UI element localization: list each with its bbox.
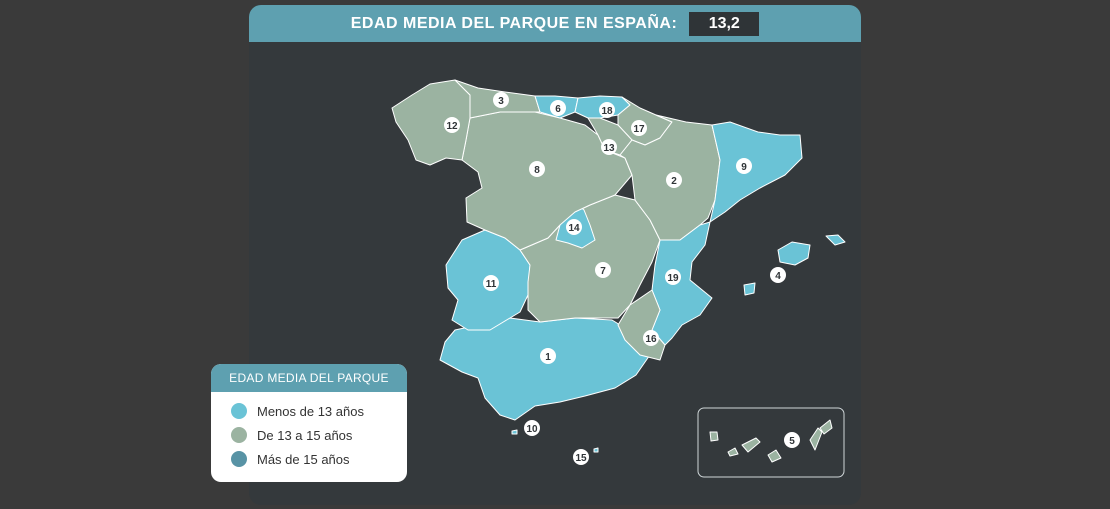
marker-14[interactable]: 14 [566, 219, 582, 235]
legend-swatch-13-15 [231, 427, 247, 443]
marker-16[interactable]: 16 [643, 330, 659, 346]
marker-7-label: 7 [600, 266, 606, 277]
legend-label: Menos de 13 años [257, 403, 364, 419]
marker-12-label: 12 [446, 121, 458, 132]
region-4-shape[interactable] [743, 234, 846, 296]
marker-15[interactable]: 15 [573, 449, 589, 465]
legend-item-13-15: De 13 a 15 años [231, 423, 407, 447]
legend-label: Más de 15 años [257, 451, 350, 467]
region-8-shape[interactable] [461, 111, 633, 251]
marker-12[interactable]: 12 [444, 117, 460, 133]
header-bar: EDAD MEDIA DEL PARQUE EN ESPAÑA: 13,2 [249, 5, 861, 42]
marker-13[interactable]: 13 [601, 139, 617, 155]
marker-6[interactable]: 6 [550, 100, 566, 116]
marker-4-label: 4 [775, 271, 781, 282]
marker-11[interactable]: 11 [483, 275, 499, 291]
marker-1[interactable]: 1 [540, 348, 556, 364]
region-10-shape[interactable] [511, 429, 518, 435]
marker-14-label: 14 [568, 223, 580, 234]
legend-swatch-mas-15 [231, 451, 247, 467]
marker-6-label: 6 [555, 104, 561, 115]
region-9-shape[interactable] [709, 121, 803, 223]
marker-9[interactable]: 9 [736, 158, 752, 174]
legend-swatch-menos-13 [231, 403, 247, 419]
marker-19-label: 19 [667, 273, 679, 284]
marker-5[interactable]: 5 [784, 432, 800, 448]
region-12-shape[interactable] [391, 79, 471, 166]
marker-19[interactable]: 19 [665, 269, 681, 285]
legend-title: EDAD MEDIA DEL PARQUE [211, 364, 407, 392]
marker-5-label: 5 [789, 436, 795, 447]
legend-item-menos-13: Menos de 13 años [231, 399, 407, 423]
marker-4[interactable]: 4 [770, 267, 786, 283]
marker-2[interactable]: 2 [666, 172, 682, 188]
region-1-shape[interactable] [439, 317, 653, 421]
marker-2-label: 2 [671, 176, 677, 187]
marker-3[interactable]: 3 [493, 92, 509, 108]
region-markers: 1 2 3 4 5 6 7 8 9 10 11 12 13 14 15 16 1… [444, 92, 800, 465]
national-average-value: 13,2 [689, 11, 760, 36]
marker-15-label: 15 [575, 453, 587, 464]
region-5-shape[interactable] [709, 419, 833, 463]
region-19-shape[interactable] [651, 221, 713, 346]
marker-17-label: 17 [633, 124, 645, 135]
marker-10-label: 10 [526, 424, 538, 435]
marker-3-label: 3 [498, 96, 504, 107]
marker-18[interactable]: 18 [599, 102, 615, 118]
legend: EDAD MEDIA DEL PARQUE Menos de 13 años D… [211, 364, 407, 482]
marker-8[interactable]: 8 [529, 161, 545, 177]
marker-7[interactable]: 7 [595, 262, 611, 278]
legend-item-mas-15: Más de 15 años [231, 447, 407, 471]
marker-11-label: 11 [486, 279, 497, 290]
region-15-shape[interactable] [593, 447, 599, 453]
marker-18-label: 18 [601, 106, 613, 117]
marker-1-label: 1 [545, 352, 551, 363]
marker-17[interactable]: 17 [631, 120, 647, 136]
header-title: EDAD MEDIA DEL PARQUE EN ESPAÑA: [350, 14, 678, 32]
legend-label: De 13 a 15 años [257, 427, 353, 443]
marker-16-label: 16 [645, 334, 657, 345]
canarias-inset-frame [697, 407, 845, 478]
marker-8-label: 8 [534, 165, 540, 176]
marker-13-label: 13 [603, 143, 615, 154]
marker-10[interactable]: 10 [524, 420, 540, 436]
marker-9-label: 9 [741, 162, 747, 173]
